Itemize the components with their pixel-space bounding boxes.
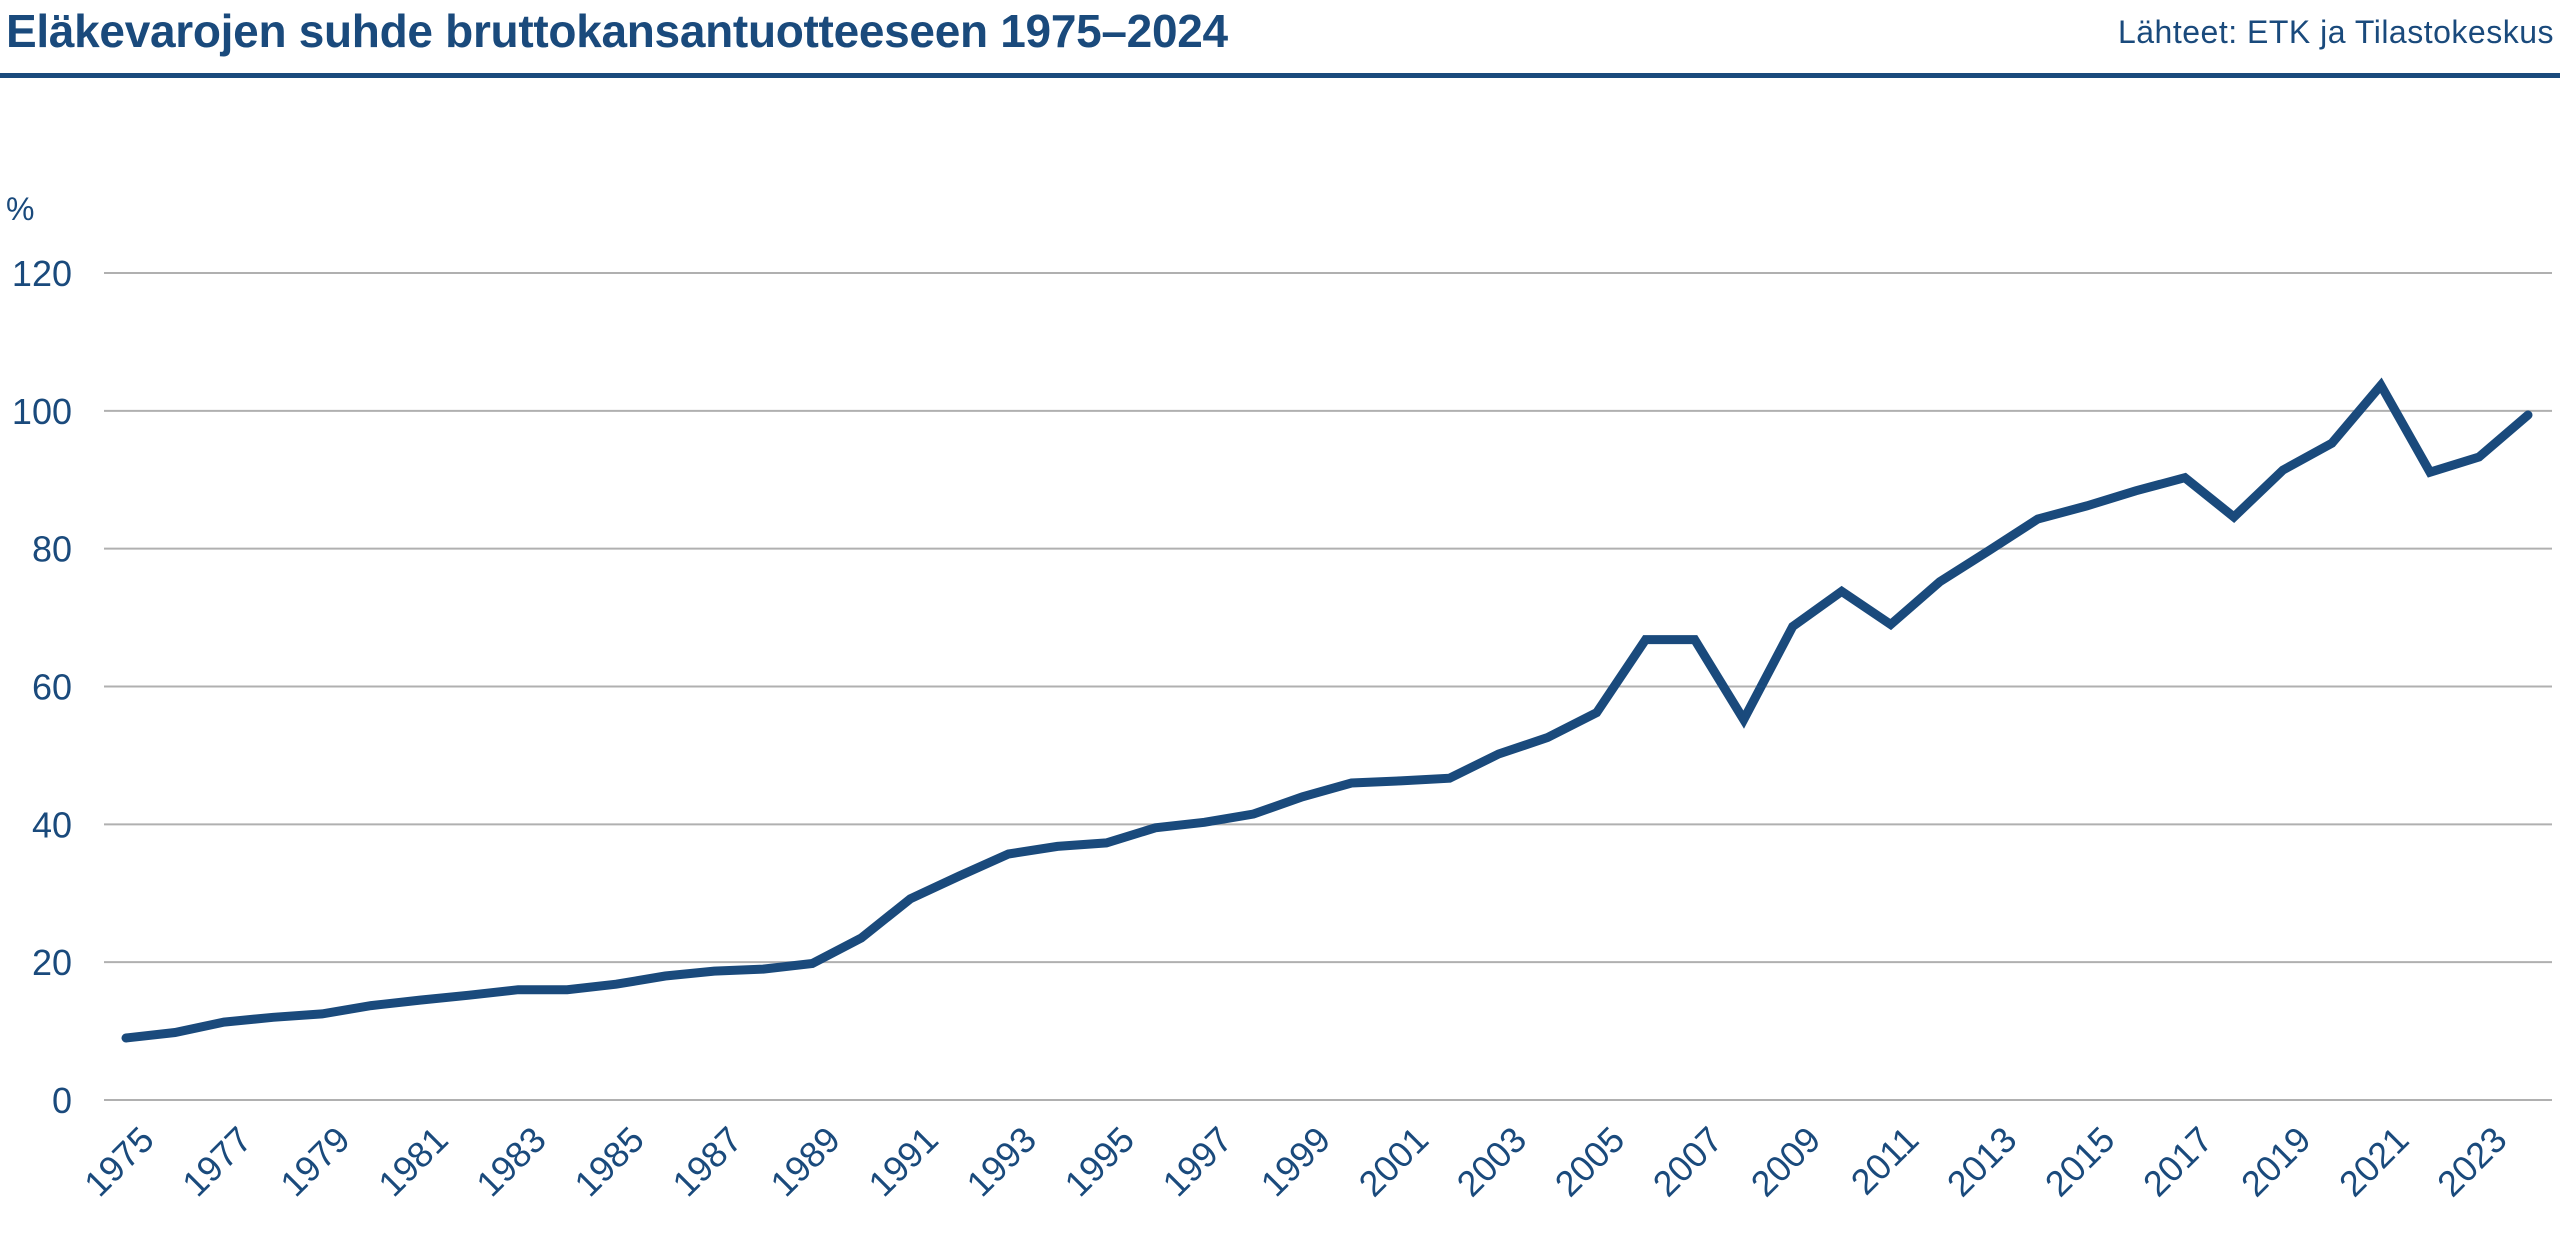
x-tick-label: 1999 [1253, 1119, 1339, 1205]
x-tick-label: 2007 [1645, 1119, 1731, 1205]
x-tick-label: 2023 [2429, 1119, 2515, 1205]
x-tick-label: 1983 [468, 1119, 554, 1205]
x-tick-label: 1993 [958, 1119, 1044, 1205]
source-note: Lähteet: ETK ja Tilastokeskus [2117, 14, 2554, 50]
x-tick-label: 2013 [1939, 1119, 2025, 1205]
x-tick-label: 2015 [2037, 1119, 2123, 1205]
x-tick-label: 1985 [566, 1119, 652, 1205]
y-axis-label: % [6, 191, 34, 227]
y-tick-label: 40 [32, 804, 72, 845]
x-tick-label: 1975 [76, 1119, 162, 1205]
x-tick-label: 1995 [1056, 1119, 1142, 1205]
x-tick-label: 1979 [272, 1119, 358, 1205]
x-tick-label: 1991 [860, 1119, 946, 1205]
y-tick-label: 100 [12, 391, 72, 432]
chart-title: Eläkevarojen suhde bruttokansantuotteese… [6, 5, 1228, 57]
gridlines [104, 272, 2552, 1101]
x-tick-labels: 1975 1977 1979 1981 1983 1985 1987 1989 1991 1993… [76, 1119, 2515, 1205]
x-tick-label: 1977 [174, 1119, 260, 1205]
y-tick-label: 80 [32, 529, 72, 570]
x-tick-label: 2009 [1743, 1119, 1829, 1205]
x-tick-label: 2003 [1449, 1119, 1535, 1205]
x-tick-label: 1987 [664, 1119, 750, 1205]
x-tick-label: 2011 [1843, 1119, 1927, 1203]
series-lines [121, 377, 2533, 1043]
x-tick-label: 2001 [1351, 1119, 1437, 1205]
x-tick-label: 1997 [1154, 1119, 1240, 1205]
x-tick-label: 1989 [762, 1119, 848, 1205]
x-tick-label: 1981 [370, 1119, 456, 1205]
y-tick-labels: 0 20 40 60 80 100 120 [12, 253, 72, 1121]
y-tick-label: 120 [12, 253, 72, 294]
x-tick-label: 2021 [2331, 1119, 2417, 1205]
x-tick-label: 2005 [1547, 1119, 1633, 1205]
x-tick-label: 2017 [2135, 1119, 2221, 1205]
y-tick-label: 20 [32, 942, 72, 983]
x-tick-label: 2019 [2233, 1119, 2319, 1205]
y-tick-label: 0 [52, 1080, 72, 1121]
header-rule [0, 73, 2560, 78]
y-tick-label: 60 [32, 667, 72, 708]
series-line [121, 377, 2533, 1043]
